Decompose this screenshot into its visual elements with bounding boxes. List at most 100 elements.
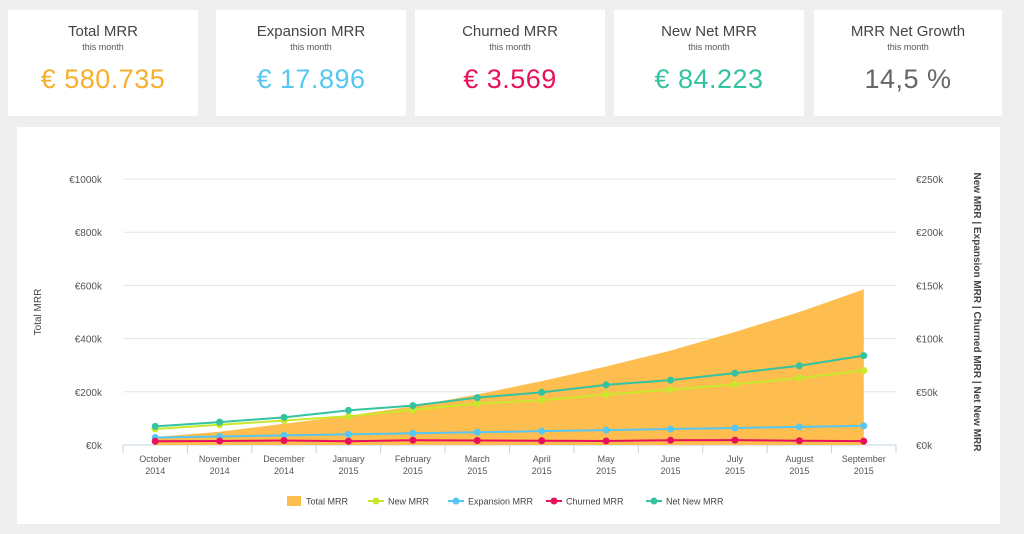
series-line — [155, 354, 864, 428]
kpi-card-total-mrr: Total MRR this month € 580.735 — [8, 10, 198, 116]
data-point — [151, 437, 159, 445]
y-tick-label-right: €50k — [916, 388, 939, 399]
x-tick-label: August 2015 — [785, 454, 814, 476]
legend-label: Expansion MRR — [468, 497, 534, 507]
total-mrr-area-fill — [155, 289, 864, 445]
data-point — [667, 425, 675, 433]
data-point — [795, 362, 803, 370]
series-line — [155, 424, 864, 439]
kpi-title: New Net MRR — [661, 23, 757, 40]
kpi-card-churned-mrr: Churned MRR this month € 3.569 — [415, 10, 605, 116]
y-tick-label-right: €200k — [916, 228, 944, 239]
data-point — [344, 412, 352, 420]
data-point — [538, 427, 546, 435]
y-tick-label-left: €0k — [86, 441, 103, 452]
data-point — [409, 429, 417, 437]
kpi-value: 14,5 % — [864, 64, 952, 94]
legend-marker — [452, 497, 460, 505]
data-point — [667, 436, 675, 444]
legend-label: Total MRR — [306, 497, 349, 507]
kpi-value: € 3.569 — [463, 64, 557, 94]
kpi-card-new-net-mrr: New Net MRR this month € 84.223 — [614, 10, 804, 116]
y-tick-label-right: €250k — [916, 175, 944, 186]
data-point — [538, 388, 546, 396]
data-point — [473, 394, 481, 402]
x-tick-label: November 2014 — [199, 454, 241, 476]
y-tick-label-right: €100k — [916, 335, 944, 346]
x-tick-label: March 2015 — [465, 454, 490, 476]
data-point — [280, 413, 288, 421]
x-tick-label: July 2015 — [725, 454, 745, 476]
y-axis-left-label: Total MRR — [33, 289, 44, 336]
data-point — [151, 422, 159, 430]
y-tick-label-left: €800k — [75, 228, 103, 239]
kpi-subtitle: this month — [290, 42, 332, 52]
series-line — [155, 369, 864, 431]
data-point — [602, 426, 610, 434]
data-point — [860, 352, 868, 360]
data-point — [602, 437, 610, 445]
kpi-title: Total MRR — [67, 23, 138, 40]
x-axis: October 2014 November 2014 December 2014 Janua… — [122, 445, 897, 476]
data-point — [731, 436, 739, 444]
data-point — [602, 381, 610, 389]
data-point — [344, 437, 352, 445]
data-point — [731, 424, 739, 432]
data-point — [860, 437, 868, 445]
chart-legend: Total MRR New MRR Expansion MRR Churned MRR… — [287, 496, 724, 507]
data-point — [860, 422, 868, 430]
kpi-value: € 84.223 — [654, 64, 764, 94]
data-point — [860, 367, 868, 375]
x-tick-label: September 2015 — [842, 454, 886, 476]
legend-swatch — [287, 496, 301, 506]
y-axis-right: €0k €50k €100k €150k €200k €250k — [916, 175, 944, 452]
data-point — [344, 406, 352, 414]
kpi-subtitle: this month — [489, 42, 531, 52]
data-point — [344, 430, 352, 438]
series-lines — [151, 352, 868, 445]
x-tick-label: May 2015 — [596, 454, 616, 476]
legend-marker — [550, 497, 558, 505]
kpi-value: € 580.735 — [40, 64, 166, 94]
data-point — [473, 428, 481, 436]
data-point — [731, 369, 739, 377]
y-tick-label-right: €150k — [916, 281, 944, 292]
kpi-title: Expansion MRR — [256, 23, 366, 40]
legend-label: New MRR — [388, 497, 430, 507]
y-tick-label-left: €400k — [75, 335, 103, 346]
y-axis-right-label: New MRR | Expansion MRR | Churned MRR | … — [971, 173, 982, 453]
data-point — [538, 396, 546, 404]
x-tick-label: February 2015 — [395, 454, 432, 476]
kpi-title: MRR Net Growth — [850, 23, 966, 40]
y-tick-label-right: €0k — [916, 441, 933, 452]
data-point — [280, 431, 288, 439]
data-point — [795, 437, 803, 445]
data-point — [667, 386, 675, 394]
kpi-card-mrr-net-growth: MRR Net Growth this month 14,5 % — [814, 10, 1002, 116]
total-mrr-area — [155, 289, 864, 445]
legend-marker — [372, 497, 380, 505]
data-point — [409, 402, 417, 410]
legend-label: Net New MRR — [666, 497, 724, 507]
mrr-chart: €0k €200k €400k €600k €800k €1000k €0k €50k €10… — [33, 173, 982, 507]
y-tick-label-left: €200k — [75, 388, 103, 399]
kpi-value: € 17.896 — [256, 64, 366, 94]
mrr-chart-panel: €0k €200k €400k €600k €800k €1000k €0k €50k €10… — [17, 127, 1000, 524]
kpi-card-expansion-mrr: Expansion MRR this month € 17.896 — [216, 10, 406, 116]
kpi-title: Churned MRR — [462, 23, 558, 40]
data-point — [667, 376, 675, 384]
data-point — [473, 437, 481, 445]
data-point — [538, 437, 546, 445]
kpi-subtitle: this month — [688, 42, 730, 52]
series-line — [155, 439, 864, 443]
y-tick-label-left: €600k — [75, 281, 103, 292]
data-point — [216, 437, 224, 445]
data-point — [795, 374, 803, 382]
data-point — [280, 437, 288, 445]
x-tick-label: January 2015 — [332, 454, 365, 476]
kpi-subtitle: this month — [82, 42, 124, 52]
legend-marker — [650, 497, 658, 505]
x-tick-label: October 2014 — [139, 454, 171, 476]
x-tick-label: June 2015 — [661, 454, 681, 476]
y-axis-left: €0k €200k €400k €600k €800k €1000k — [69, 175, 103, 452]
